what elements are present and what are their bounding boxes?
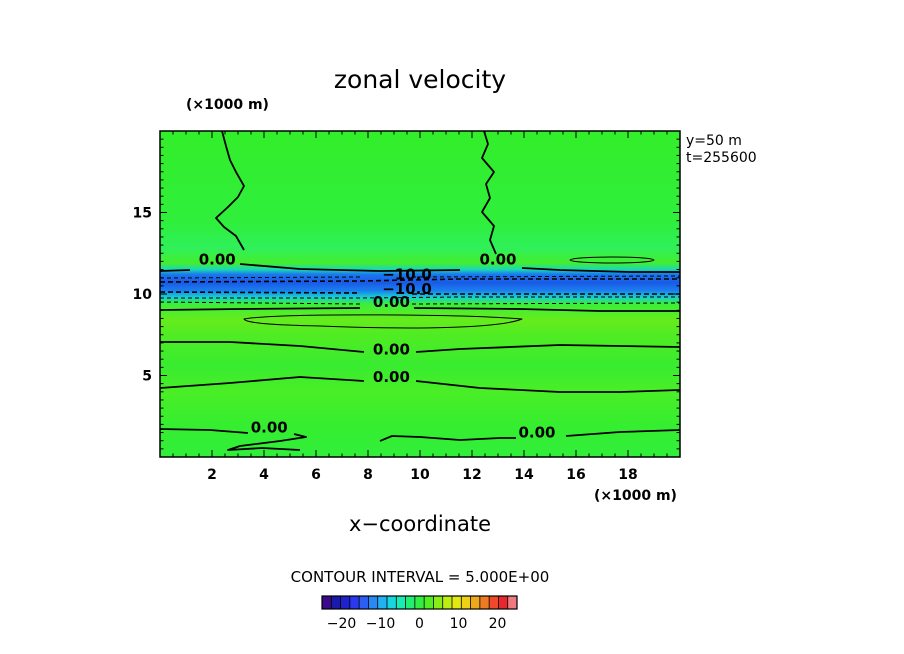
contour-zero-lower-1 (160, 341, 680, 353)
colorbar-swatch (414, 596, 425, 609)
colorbar-swatch (377, 596, 388, 609)
colorbar-swatch (479, 596, 490, 609)
plot-area: 0.00 0.00−10.0−10.00.000.000.000.00 0.00 (160, 131, 680, 457)
contour-labels: 0.00 0.00−10.0−10.00.000.000.000.00 0.00 (199, 251, 556, 442)
contour-label: 0.00 (518, 423, 555, 441)
colorbar-swatch (498, 596, 509, 609)
contour-small-upper-right (569, 256, 655, 264)
x-tick-label: 10 (410, 467, 430, 483)
colorbar-swatch (387, 596, 397, 609)
contour-label: −10.0 (382, 265, 432, 283)
colorbar-swatch (359, 596, 369, 609)
contour-label: 0.00 (373, 293, 410, 311)
x-tick-label: 8 (363, 467, 373, 483)
colorbar-swatch (349, 596, 360, 609)
colorbar-swatch (396, 596, 406, 609)
colorbar-swatch (322, 596, 332, 609)
x-axis: 2 4 6 8 10 12 14 16 18 (172, 131, 668, 483)
x-axis-unit: (×1000 m) (594, 488, 677, 504)
colorbar-swatch (452, 596, 462, 609)
colorbar-swatch (331, 596, 341, 609)
x-axis-label: x−coordinate (349, 512, 491, 536)
contour-dashed-2 (160, 278, 680, 283)
contour-label: 0.00 (373, 340, 410, 358)
y-tick-label: 10 (133, 287, 153, 303)
y-axis-unit: (×1000 m) (186, 97, 269, 113)
colorbar-tick-label: 20 (489, 616, 507, 632)
x-tick-label: 2 (207, 467, 217, 483)
x-tick-label: 18 (618, 467, 637, 483)
chart-title: zonal velocity (334, 65, 506, 94)
contour-dashed-1 (160, 275, 680, 279)
colorbar-swatch (442, 596, 453, 609)
colorbar-swatch (489, 596, 499, 609)
contour-dashed-4 (160, 296, 680, 299)
contour-zero-left-vertical (215, 131, 245, 251)
colorbar-swatch (470, 596, 481, 609)
colorbar-swatch (368, 596, 379, 609)
y-axis: 5 10 15 (133, 138, 680, 450)
contour-label: 0.00 (479, 251, 516, 269)
x-tick-label: 16 (566, 467, 585, 483)
colorbar-tick-label: −10 (366, 616, 396, 632)
info-t: t=255600 (686, 150, 757, 166)
contour-dashed-5 (160, 301, 680, 305)
contour-label: 0.00 (373, 368, 410, 386)
contour-zero-bottom-left (160, 428, 307, 451)
colorbar-tick-label: 0 (415, 616, 424, 632)
contour-label: −10.0 (382, 280, 432, 298)
x-tick-label: 6 (311, 467, 321, 483)
colorbar-swatch (461, 596, 471, 609)
colorbar-tick-label: 10 (450, 616, 468, 632)
colorbar-swatch (405, 596, 416, 609)
contour-label: 0.00 (251, 419, 288, 437)
x-tick-label: 4 (259, 467, 269, 483)
contour-interval: CONTOUR INTERVAL = 5.000E+00 (291, 568, 550, 586)
colorbar: −20 −10 0 10 20 (321, 595, 518, 632)
contour-zero-bottom-right (379, 429, 680, 442)
colorbar-swatch (433, 596, 444, 609)
contour-zero-right-vertical (481, 131, 497, 255)
y-tick-label: 5 (142, 369, 152, 385)
contour-dashed-3 (160, 291, 680, 295)
contour-zero-upper (160, 263, 680, 273)
colorbar-frame (321, 595, 518, 610)
info-y: y=50 m (686, 133, 742, 149)
x-tick-label: 12 (462, 467, 481, 483)
y-tick-label: 15 (133, 206, 152, 222)
contour-label: 0.00 (199, 251, 236, 269)
contour-lines (160, 131, 680, 451)
x-tick-label: 14 (514, 467, 534, 483)
colorbar-swatch (424, 596, 434, 609)
colorbar-swatch (507, 596, 518, 609)
colorbar-tick-label: −20 (327, 616, 357, 632)
contour-zero-mid (160, 307, 680, 312)
contour-inner-loop (243, 314, 523, 329)
contour-zero-lower-2 (160, 376, 680, 393)
colorbar-swatch (340, 596, 351, 609)
